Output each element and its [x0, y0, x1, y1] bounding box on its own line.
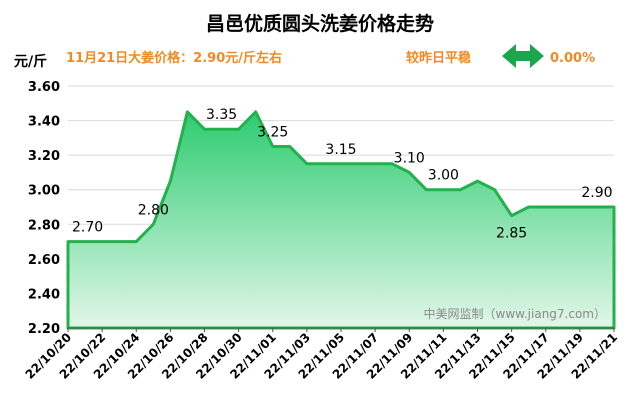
price-area — [68, 111, 614, 329]
data-label: 2.80 — [138, 202, 169, 218]
data-label: 3.25 — [257, 125, 288, 141]
data-label: 3.10 — [394, 150, 425, 166]
price-line — [66, 110, 616, 330]
data-label: 3.15 — [325, 142, 356, 158]
chart-title: 昌邑优质圆头洗姜价格走势 — [206, 12, 434, 35]
y-axis-ticks: 2.20 2.40 2.60 2.80 3.00 3.20 3.40 3.60 — [28, 80, 60, 337]
data-label: 2.70 — [72, 220, 103, 236]
data-labels: 2.70 2.80 3.35 3.25 3.15 3.103.00 2.85 2.90 — [72, 107, 613, 241]
data-label: 3.35 — [206, 107, 237, 123]
y-tick-label: 3.20 — [28, 149, 60, 164]
trend-note: 较昨日平稳 — [406, 50, 471, 66]
y-tick-label: 3.40 — [28, 115, 60, 130]
y-tick-label: 2.40 — [28, 287, 60, 302]
watermark: 中美网监制（www.jiang7.com） — [424, 306, 606, 321]
data-label: 2.85 — [496, 226, 527, 242]
y-unit-label: 元/斤 — [14, 53, 47, 70]
data-label: 2.90 — [581, 185, 612, 201]
x-axis-ticks: 22/10/2022/10/2222/10/2422/10/2622/10/28… — [23, 328, 620, 382]
data-label: 3.00 — [428, 168, 459, 184]
price-note: 11月21日大姜价格：2.90元/斤左右 — [66, 50, 282, 66]
double-arrow-icon — [502, 44, 544, 68]
y-tick-label: 2.60 — [28, 253, 60, 268]
y-tick-label: 2.20 — [28, 322, 60, 337]
y-tick-label: 2.80 — [28, 218, 60, 233]
y-tick-label: 3.00 — [28, 184, 60, 199]
y-tick-label: 3.60 — [28, 80, 60, 95]
change-percent: 0.00% — [550, 51, 595, 66]
